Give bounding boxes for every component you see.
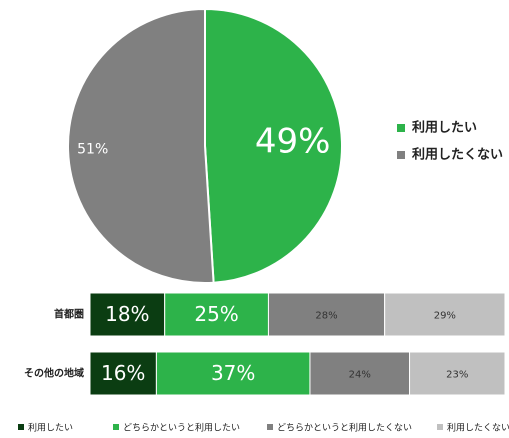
bar-label: 28%	[315, 311, 337, 322]
bar-label: 25%	[194, 302, 238, 326]
bar-label: 23%	[446, 370, 468, 381]
legend-label: どちらかというと利用したい	[123, 422, 240, 434]
pie-label: 49%	[255, 122, 331, 162]
legend-swatch	[397, 124, 405, 132]
bar-label: 18%	[105, 302, 149, 326]
bar-segment	[409, 351, 506, 396]
bar-label: 37%	[211, 361, 255, 385]
legend-swatch	[18, 424, 24, 430]
row-label: その他の地域	[24, 367, 84, 380]
legend-swatch	[437, 424, 443, 430]
row-label: 首都圏	[54, 308, 84, 321]
bar-segment	[89, 351, 157, 396]
bar-segment	[384, 292, 506, 337]
legend-label: 利用したくない	[412, 147, 503, 163]
pie-slice	[67, 7, 215, 284]
legend-swatch	[397, 151, 405, 159]
bar-label: 29%	[434, 311, 456, 322]
legend-label: どちらかというと利用したくない	[277, 422, 412, 434]
pie-slice	[204, 7, 343, 284]
bar-label: 16%	[101, 361, 145, 385]
bar-segment	[164, 292, 269, 337]
legend-label: 利用したくない	[447, 422, 509, 434]
legend-label: 利用したい	[412, 120, 477, 136]
legend-swatch	[267, 424, 273, 430]
pie-label: 51%	[77, 142, 108, 158]
bar-label: 24%	[349, 370, 371, 381]
bar-segment	[89, 292, 166, 337]
legend-label: 利用したい	[28, 422, 73, 434]
legend-swatch	[113, 424, 119, 430]
